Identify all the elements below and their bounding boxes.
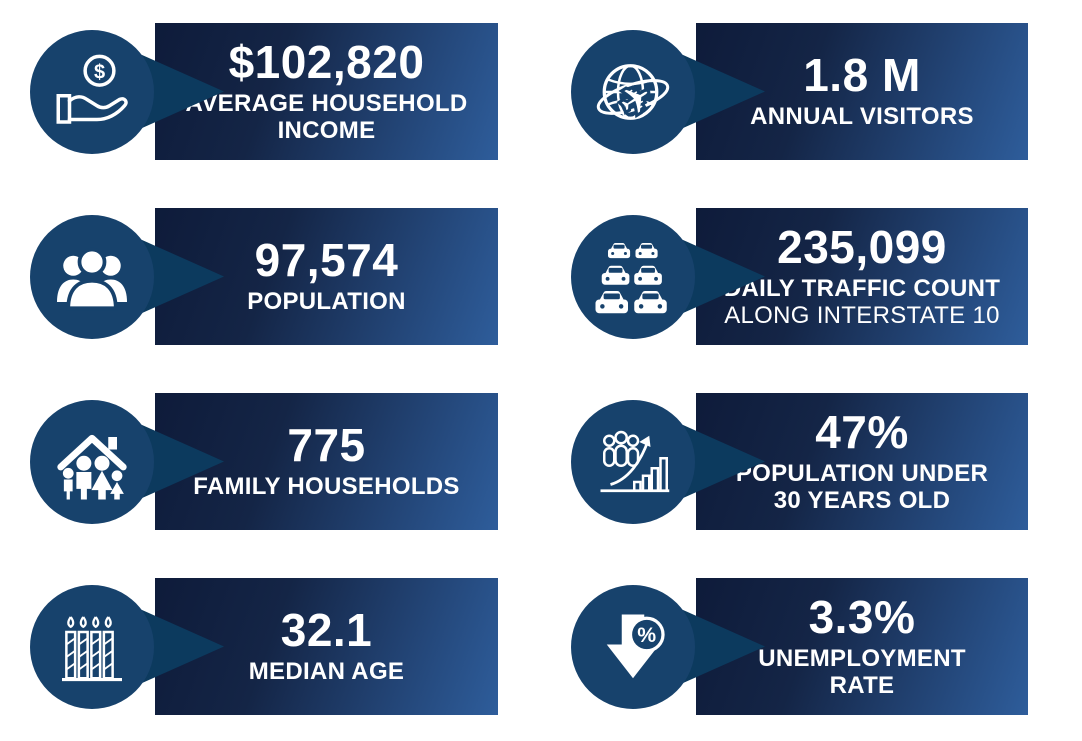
stat-value: 235,099: [777, 220, 947, 273]
stat-card-population: 97,574 POPULATION: [30, 208, 498, 345]
stat-label: DAILY TRAFFIC COUNT: [723, 274, 1001, 302]
stat-label: FAMILY HOUSEHOLDS: [193, 473, 460, 501]
stat-sublabel: ALONG INTERSTATE 10: [724, 301, 1000, 329]
stat-card-family-households: 775 FAMILY HOUSEHOLDS: [30, 393, 498, 530]
stat-label: UNEMPLOYMENT RATE: [758, 644, 966, 699]
stat-card-average-household-income: $102,820 AVERAGE HOUSEHOLD INCOME $: [30, 23, 498, 160]
stat-panel: 1.8 M ANNUAL VISITORS: [696, 23, 1028, 160]
stat-value: $102,820: [228, 35, 425, 88]
svg-text:%: %: [637, 623, 656, 647]
birthday-candles-icon: [30, 584, 154, 709]
stat-label: AVERAGE HOUSEHOLD INCOME: [185, 89, 468, 144]
stat-value: 97,574: [254, 234, 399, 287]
stat-value: 47%: [815, 405, 909, 458]
globe-plane-icon: ✈: [571, 29, 695, 154]
stat-label: POPULATION UNDER 30 YEARS OLD: [735, 459, 989, 514]
money-hand-icon: $: [30, 29, 154, 154]
traffic-cars-icon: [571, 214, 695, 339]
stat-value: 32.1: [280, 604, 373, 657]
people-group-icon: [30, 214, 154, 339]
stat-label: ANNUAL VISITORS: [750, 103, 974, 131]
svg-text:$: $: [94, 61, 105, 83]
stat-value: 775: [287, 419, 366, 472]
stat-card-population-under-30: 47% POPULATION UNDER 30 YEARS OLD: [571, 393, 1028, 530]
stats-grid: $102,820 AVERAGE HOUSEHOLD INCOME $ 1.8 …: [30, 23, 1028, 715]
stat-label: MEDIAN AGE: [248, 658, 405, 686]
stat-card-median-age: 32.1 MEDIAN AGE: [30, 578, 498, 715]
family-house-icon: [30, 399, 154, 524]
stat-card-unemployment-rate: 3.3% UNEMPLOYMENT RATE %: [571, 578, 1028, 715]
stat-label: POPULATION: [247, 288, 406, 316]
stat-panel: 47% POPULATION UNDER 30 YEARS OLD: [696, 393, 1028, 530]
stat-card-daily-traffic-count: 235,099 DAILY TRAFFIC COUNT ALONG INTERS…: [571, 208, 1028, 345]
stat-card-annual-visitors: 1.8 M ANNUAL VISITORS ✈: [571, 23, 1028, 160]
down-arrow-percent-icon: %: [571, 584, 695, 709]
stat-value: 3.3%: [808, 590, 916, 643]
stat-panel: $102,820 AVERAGE HOUSEHOLD INCOME: [155, 23, 498, 160]
stat-value: 1.8 M: [803, 49, 921, 102]
youth-growth-chart-icon: [571, 399, 695, 524]
